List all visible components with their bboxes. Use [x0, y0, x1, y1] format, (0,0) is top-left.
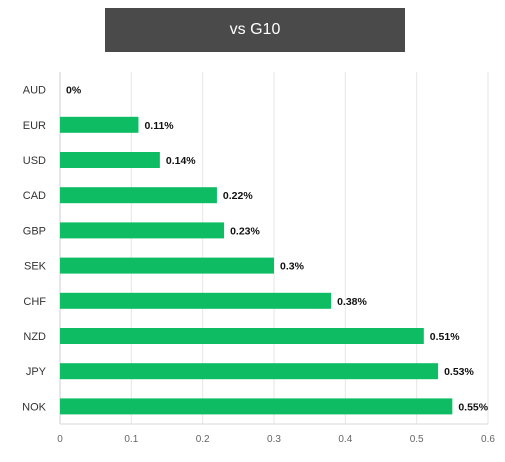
bar[interactable]: [60, 328, 424, 344]
category-label: NZD: [23, 331, 46, 343]
bar[interactable]: [60, 116, 139, 133]
category-label: AUD: [23, 85, 46, 97]
data-label: 0.11%: [144, 120, 174, 132]
bar[interactable]: [60, 152, 160, 168]
x-tick-labels: 0 0.1 0.2 0.3 0.4 0.5 0.6: [57, 434, 495, 445]
data-label: 0.38%: [337, 296, 367, 308]
bars: [60, 116, 453, 415]
data-label: 0.51%: [430, 331, 460, 343]
category-label: EUR: [23, 120, 46, 132]
category-label: SEK: [24, 261, 47, 273]
category-label: GBP: [23, 225, 46, 237]
bar[interactable]: [60, 187, 217, 204]
bar[interactable]: [60, 398, 453, 415]
category-labels: AUD EUR USD CAD GBP SEK CHF NZD JPY NOK: [22, 85, 47, 414]
x-tick-label: 0: [57, 434, 63, 445]
bar[interactable]: [60, 257, 274, 274]
category-label: NOK: [22, 401, 47, 413]
x-tick-label: 0.1: [124, 434, 138, 445]
x-tick-label: 0.2: [196, 434, 210, 445]
chart-title: vs G10: [105, 8, 405, 52]
data-label: 0.3%: [280, 261, 305, 273]
bar[interactable]: [60, 363, 439, 380]
data-label: 0.53%: [444, 366, 474, 378]
category-label: JPY: [26, 366, 47, 378]
category-label: CAD: [23, 190, 46, 202]
x-tick-label: 0.6: [481, 434, 495, 445]
data-label: 0.14%: [166, 155, 196, 167]
x-tick-label: 0.4: [338, 434, 352, 445]
data-labels: 0% 0.11% 0.14% 0.22% 0.23% 0.3% 0.38% 0.51% 0.53…: [66, 85, 489, 414]
data-label: 0.23%: [230, 225, 260, 237]
x-tick-label: 0.5: [410, 434, 424, 445]
data-label: 0.55%: [458, 401, 488, 413]
x-tick-label: 0.3: [267, 434, 281, 445]
data-label: 0.22%: [223, 190, 253, 202]
category-label: CHF: [23, 296, 46, 308]
bar[interactable]: [60, 292, 332, 309]
category-label: USD: [23, 155, 46, 167]
data-label: 0%: [66, 85, 82, 97]
bar[interactable]: [60, 222, 225, 239]
